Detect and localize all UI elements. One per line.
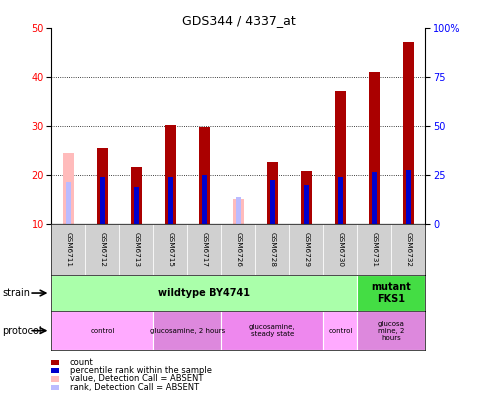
Bar	[131, 168, 142, 224]
Text: GSM6712: GSM6712	[99, 232, 105, 267]
Text: control: control	[90, 327, 114, 334]
Title: GDS344 / 4337_at: GDS344 / 4337_at	[181, 13, 295, 27]
Bar	[51, 224, 85, 275]
Text: GSM6711: GSM6711	[65, 232, 71, 267]
Text: GSM6731: GSM6731	[371, 232, 377, 267]
Bar	[168, 177, 172, 224]
Bar	[406, 170, 410, 224]
Text: GSM6717: GSM6717	[201, 232, 207, 267]
Bar	[187, 224, 221, 275]
Text: rank, Detection Call = ABSENT: rank, Detection Call = ABSENT	[70, 383, 199, 392]
Text: control: control	[327, 327, 352, 334]
Bar	[221, 311, 323, 350]
Bar	[199, 127, 209, 224]
Bar	[153, 311, 221, 350]
Bar	[266, 162, 277, 224]
Text: wildtype BY4741: wildtype BY4741	[158, 288, 250, 298]
Bar	[63, 153, 74, 224]
Bar	[51, 311, 153, 350]
Text: mutant
FKS1: mutant FKS1	[371, 282, 410, 304]
Bar	[202, 175, 206, 224]
Bar	[232, 199, 244, 224]
Text: value, Detection Call = ABSENT: value, Detection Call = ABSENT	[70, 375, 203, 383]
Bar	[119, 224, 153, 275]
Bar	[323, 224, 357, 275]
Bar	[270, 180, 274, 224]
Bar	[368, 72, 379, 224]
Bar	[300, 171, 311, 224]
Bar	[357, 275, 425, 311]
Text: GSM6728: GSM6728	[269, 232, 275, 267]
Text: protocol: protocol	[2, 326, 42, 336]
Bar	[51, 275, 357, 311]
Bar	[323, 311, 357, 350]
Bar	[236, 197, 240, 224]
Text: glucosamine,
steady state: glucosamine, steady state	[248, 324, 295, 337]
Text: strain: strain	[2, 288, 30, 298]
Bar	[66, 182, 70, 224]
Bar	[390, 224, 425, 275]
Bar	[100, 177, 104, 224]
Bar	[357, 311, 425, 350]
Text: glucosamine, 2 hours: glucosamine, 2 hours	[149, 327, 224, 334]
Text: glucosa
mine, 2
hours: glucosa mine, 2 hours	[377, 321, 404, 341]
Bar	[289, 224, 323, 275]
Bar	[164, 125, 176, 224]
Bar	[402, 42, 413, 224]
Text: GSM6726: GSM6726	[235, 232, 241, 267]
Bar	[255, 224, 289, 275]
Bar	[357, 224, 390, 275]
Bar	[85, 224, 119, 275]
Bar	[134, 187, 138, 224]
Text: GSM6713: GSM6713	[133, 232, 139, 267]
Bar	[153, 224, 187, 275]
Bar	[221, 224, 255, 275]
Bar	[371, 172, 376, 224]
Text: percentile rank within the sample: percentile rank within the sample	[70, 366, 211, 375]
Text: GSM6715: GSM6715	[167, 232, 173, 267]
Bar	[97, 148, 107, 224]
Bar	[338, 177, 342, 224]
Bar	[304, 185, 308, 224]
Bar	[334, 91, 345, 224]
Text: GSM6732: GSM6732	[405, 232, 410, 267]
Text: GSM6729: GSM6729	[303, 232, 309, 267]
Text: count: count	[70, 358, 94, 367]
Text: GSM6730: GSM6730	[337, 232, 343, 267]
